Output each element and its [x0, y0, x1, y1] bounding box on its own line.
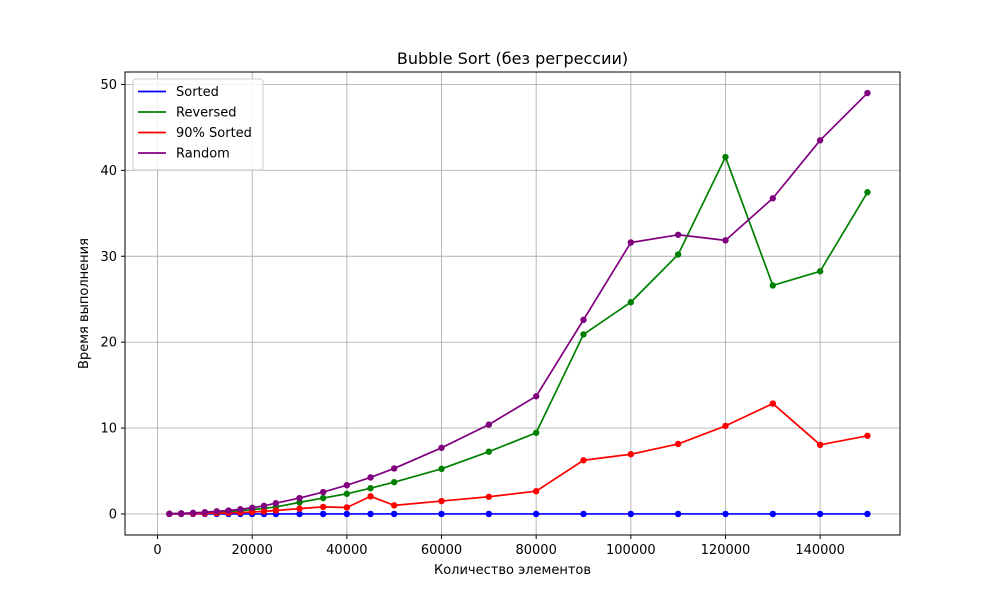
data-point-90-sorted	[580, 457, 587, 464]
data-point-90-sorted	[769, 400, 777, 407]
data-point-reversed	[580, 331, 587, 338]
data-point-random	[722, 237, 729, 244]
data-point-90-sorted	[485, 493, 493, 500]
x-tick-label: 140000	[795, 543, 845, 558]
x-tick-label: 20000	[232, 543, 273, 558]
data-point-reversed	[485, 448, 493, 455]
data-point-sorted	[438, 510, 445, 518]
data-point-random	[485, 421, 493, 428]
x-tick-label: 0	[153, 543, 161, 558]
data-point-90-sorted	[319, 503, 327, 511]
x-tick-label: 60000	[421, 543, 462, 558]
data-point-90-sorted	[272, 507, 280, 514]
data-point-random	[166, 510, 173, 517]
data-point-sorted	[722, 510, 729, 518]
series-layer	[166, 89, 871, 518]
data-point-random	[438, 444, 445, 452]
data-point-sorted	[367, 510, 374, 518]
data-point-90-sorted	[260, 508, 268, 515]
data-point-90-sorted	[438, 497, 445, 505]
data-point-random	[674, 231, 682, 238]
data-point-reversed	[816, 268, 824, 275]
data-point-reversed	[627, 299, 635, 306]
legend-box	[132, 78, 264, 171]
data-point-sorted	[485, 510, 493, 518]
data-point-sorted	[390, 510, 398, 518]
data-point-sorted	[296, 510, 303, 518]
data-point-90-sorted	[627, 451, 635, 458]
data-point-reversed	[769, 282, 777, 289]
x-axis-label: Количество элементов	[434, 563, 591, 578]
data-point-90-sorted	[367, 493, 374, 500]
legend-label-90-sorted: 90% Sorted	[176, 126, 252, 141]
x-tick-label: 100000	[606, 543, 656, 558]
data-point-90-sorted	[390, 502, 398, 509]
tick-layer: 0 20000 40000 60000 80000 100000 120000 140000 0…	[100, 78, 845, 558]
data-point-random	[627, 239, 635, 246]
data-point-random	[296, 494, 303, 502]
data-point-90-sorted	[343, 504, 351, 511]
data-point-random	[272, 500, 280, 507]
x-tick-label: 120000	[701, 543, 751, 558]
y-tick-label: 30	[100, 250, 117, 265]
data-point-reversed	[319, 494, 327, 502]
data-point-reversed	[343, 490, 351, 497]
data-point-sorted	[769, 510, 777, 518]
data-point-random	[237, 506, 244, 513]
data-point-random	[390, 465, 398, 472]
data-point-reversed	[532, 429, 540, 436]
data-point-reversed	[864, 189, 871, 196]
data-point-random	[260, 502, 268, 509]
y-tick-label: 40	[100, 164, 117, 179]
data-point-reversed	[438, 465, 445, 473]
data-point-random	[189, 509, 197, 517]
data-point-random	[319, 488, 327, 496]
data-point-random	[816, 137, 824, 144]
y-axis-label: Время выполнения	[77, 238, 92, 369]
legend-label-random: Random	[176, 147, 230, 162]
y-tick-label: 0	[109, 507, 117, 522]
data-point-random	[532, 393, 540, 400]
data-point-sorted	[319, 510, 327, 518]
data-point-random	[201, 509, 209, 516]
legend-label-sorted: Sorted	[176, 85, 219, 100]
legend: Sorted Reversed 90% Sorted Random	[132, 78, 264, 171]
data-point-90-sorted	[296, 505, 303, 512]
data-point-90-sorted	[532, 487, 540, 495]
plot-frame	[124, 71, 901, 536]
data-point-90-sorted	[816, 441, 824, 449]
data-point-random	[248, 504, 256, 511]
legend-label-reversed: Reversed	[176, 106, 237, 121]
x-tick-label: 40000	[326, 543, 367, 558]
data-point-random	[343, 481, 351, 489]
data-point-sorted	[343, 510, 351, 518]
data-point-sorted	[816, 510, 824, 518]
data-point-sorted	[580, 510, 587, 518]
data-point-90-sorted	[864, 432, 871, 439]
y-tick-label: 10	[100, 422, 117, 437]
data-point-random	[769, 195, 777, 202]
data-point-random	[178, 510, 185, 517]
data-point-90-sorted	[722, 422, 729, 430]
data-point-reversed	[390, 478, 398, 486]
x-tick-label: 80000	[515, 543, 556, 558]
data-point-reversed	[722, 153, 729, 161]
y-tick-label: 20	[100, 336, 117, 351]
data-point-reversed	[367, 484, 374, 492]
data-point-sorted	[532, 510, 540, 518]
data-point-random	[225, 507, 232, 514]
chart-title: Bubble Sort (без регрессии)	[397, 49, 628, 68]
data-point-sorted	[864, 510, 871, 518]
data-point-random	[580, 316, 587, 324]
data-point-reversed	[674, 251, 682, 258]
data-point-random	[367, 474, 374, 481]
data-point-sorted	[627, 510, 635, 518]
data-point-90-sorted	[674, 440, 682, 448]
data-point-random	[213, 508, 220, 515]
data-point-random	[864, 89, 871, 97]
y-tick-label: 50	[100, 78, 117, 93]
data-point-sorted	[674, 510, 682, 518]
